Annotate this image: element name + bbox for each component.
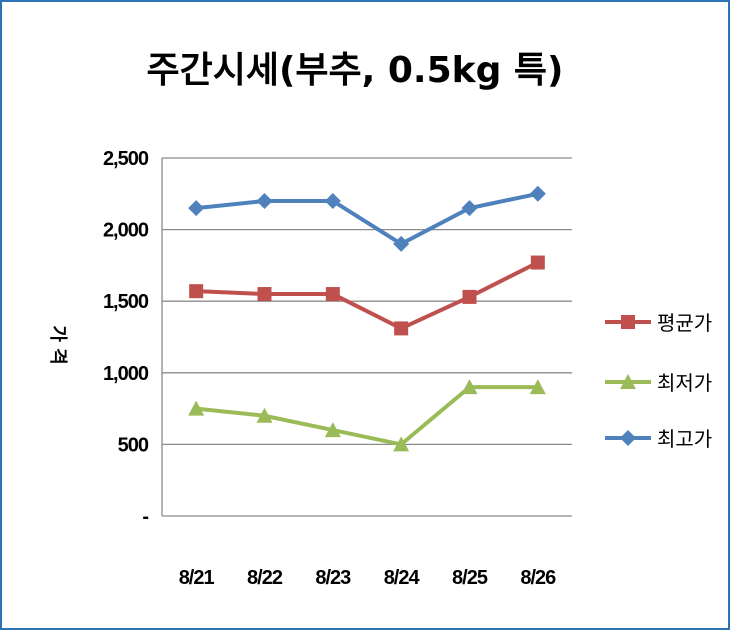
x-tick-label: 8/26	[520, 567, 556, 589]
legend-marker	[621, 315, 635, 329]
series-diamond	[188, 185, 546, 252]
data-point	[462, 289, 477, 304]
y-tick-label: 2,500	[103, 148, 149, 170]
y-tick-label: 2,000	[103, 220, 149, 242]
x-tick-label: 8/25	[452, 567, 488, 589]
y-axis-ticks: - 500 1,000 1,500 2,000 2,500	[103, 148, 150, 528]
series-line	[196, 260, 539, 331]
y-tick-label: 1,000	[103, 363, 149, 385]
y-tick-label: -	[142, 506, 148, 528]
legend-marker	[620, 430, 636, 446]
data-point	[530, 255, 545, 270]
data-point	[325, 287, 340, 302]
y-tick-label: 1,500	[103, 291, 149, 313]
series-square	[189, 255, 545, 336]
series-triangle	[188, 379, 546, 452]
series-line	[195, 385, 538, 447]
series-line	[195, 191, 539, 247]
data-point	[324, 192, 341, 209]
x-axis-ticks: 8/21 8/22 8/23 8/24 8/25 8/26	[179, 567, 557, 589]
data-point	[394, 321, 409, 336]
data-point	[256, 192, 273, 209]
gridlines	[161, 157, 572, 517]
data-point	[529, 379, 546, 395]
y-tick-label: 500	[118, 434, 149, 456]
data-point	[188, 400, 205, 416]
data-point	[256, 407, 273, 423]
data-point	[257, 287, 272, 302]
chart-title: 주간시세(부추, 0.5kg 특)	[147, 50, 564, 91]
data-point	[461, 379, 478, 395]
series-group	[188, 185, 546, 452]
y-axis-label: 가 격	[47, 325, 68, 364]
x-tick-label: 8/22	[247, 567, 283, 589]
legend-label: 최저가	[657, 371, 712, 395]
data-point	[461, 200, 478, 217]
data-point	[189, 284, 204, 299]
legend-marker	[620, 374, 636, 389]
legend-label: 평균가	[657, 311, 712, 335]
legend-label: 최고가	[657, 427, 712, 451]
x-tick-label: 8/23	[315, 567, 351, 589]
data-point	[393, 436, 410, 452]
x-tick-label: 8/21	[179, 567, 215, 589]
data-point	[324, 422, 341, 438]
data-point	[393, 235, 410, 252]
data-point	[529, 185, 546, 202]
x-tick-label: 8/24	[384, 567, 421, 589]
data-point	[188, 200, 205, 217]
